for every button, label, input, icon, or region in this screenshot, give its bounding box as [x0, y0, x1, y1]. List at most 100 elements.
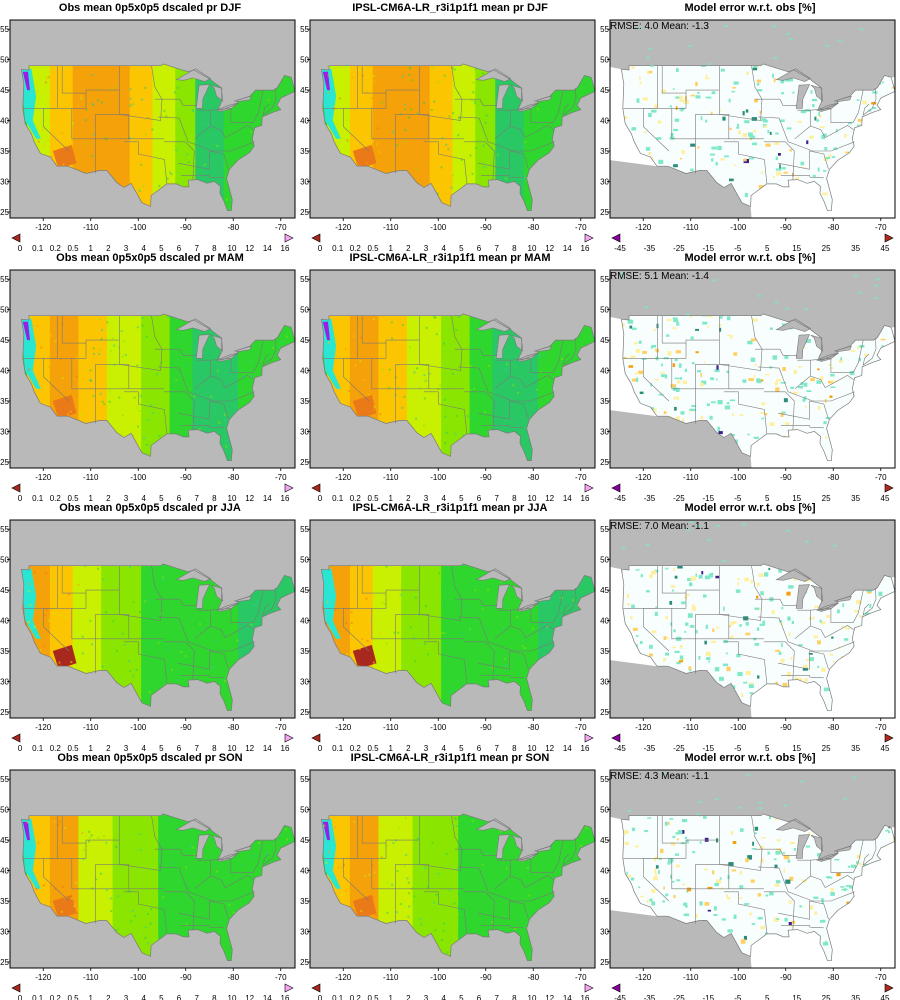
precip-cell — [565, 91, 568, 94]
precip-cell — [285, 335, 288, 338]
colorbar-label: 8 — [512, 744, 517, 753]
error-cell — [781, 167, 786, 170]
precip-cell — [363, 379, 366, 382]
error-cell — [769, 891, 774, 896]
error-cell — [679, 655, 684, 660]
precip-cell — [424, 379, 427, 382]
lat-tick-label: 50 — [0, 306, 9, 315]
error-cell — [657, 120, 662, 124]
colorbar-label: 0.1 — [32, 744, 44, 753]
colorbar-label: 0 — [18, 494, 23, 503]
error-cell — [763, 125, 768, 128]
precip-cell — [415, 417, 418, 420]
error-cell — [673, 629, 676, 633]
precip-cell — [80, 97, 83, 100]
colorbar-under-arrow — [311, 483, 321, 493]
state-border — [510, 625, 554, 639]
lon-tick-label: -70 — [275, 473, 287, 482]
error-cell — [805, 338, 811, 343]
error-cell — [684, 596, 687, 600]
lat-tick-label: 30 — [0, 177, 9, 186]
error-cell — [852, 776, 857, 779]
error-cell — [624, 841, 629, 846]
error-cell — [779, 164, 781, 169]
error-cell — [639, 391, 644, 394]
precip-cell — [175, 149, 178, 152]
obs-map: 0 0.1 0.2 0.5 1 2 3 4 5 6 7 8 10 12 14 16-120 -110 -100 -9… — [0, 769, 296, 1000]
state-border — [719, 65, 763, 121]
error-cell — [670, 874, 672, 879]
error-cell — [648, 152, 651, 155]
precip-cell — [521, 860, 524, 863]
precip-cell — [67, 593, 70, 596]
error-cell — [825, 44, 830, 47]
lat-tick-label: 30 — [300, 177, 309, 186]
precip-cell — [178, 900, 181, 903]
error-cell — [773, 917, 779, 922]
error-cell — [772, 175, 775, 178]
error-cell — [752, 142, 758, 146]
error-cell — [788, 900, 792, 904]
precip-cell — [144, 936, 147, 939]
map-frame — [309, 269, 596, 469]
colorbar-label: 0 — [318, 244, 323, 253]
error-cell — [671, 646, 677, 649]
colorbar-label: 1 — [388, 244, 393, 253]
error-cell — [789, 38, 794, 41]
error-cell — [785, 78, 790, 82]
error-cell — [655, 865, 659, 869]
precip-cell — [414, 660, 417, 663]
great-lake — [495, 334, 510, 359]
precip-cell — [419, 918, 422, 921]
error-cell — [647, 817, 652, 820]
lat-tick-label: 30 — [0, 927, 9, 936]
error-cell — [652, 408, 657, 413]
error-cell — [751, 923, 756, 925]
lat-tick-label: 40 — [0, 367, 9, 376]
colorbar-label: 10 — [228, 994, 237, 1000]
error-cell — [701, 380, 707, 385]
colorbar-label: 16 — [281, 994, 290, 1000]
state-border — [210, 625, 254, 639]
great-lake — [175, 318, 212, 332]
model-panel-mam: 0 0.1 0.2 0.5 1 2 3 4 5 6 7 8 10 12 14 16 -120 -110 -100 -9… — [300, 250, 600, 503]
precip-cell — [236, 639, 239, 642]
colorbar-label: -5 — [734, 744, 742, 753]
error-cell — [874, 297, 879, 299]
precip-cell — [257, 841, 260, 844]
error-cell — [785, 422, 790, 426]
precip-cell — [162, 896, 165, 899]
error-cell — [742, 523, 747, 526]
precip-cell — [139, 848, 142, 851]
error-cell — [788, 585, 794, 589]
lon-tick-label: -120 — [35, 473, 52, 482]
lat-tick-label: 45 — [300, 336, 309, 345]
error-cell — [753, 374, 756, 378]
precip-cell — [433, 901, 435, 904]
lon-tick-label: -90 — [180, 223, 192, 232]
error-cell — [826, 687, 831, 691]
precip-cell — [379, 631, 382, 634]
state-border — [158, 366, 255, 402]
precip-cell — [425, 326, 428, 329]
lon-tick-label: -110 — [383, 473, 399, 482]
error-cell — [862, 100, 867, 105]
error-map: -45 -35 -25 -15 -5 5 15 25 35 45-120 -110 -100 -90 -8… — [600, 19, 896, 253]
lat-tick-label: 30 — [600, 927, 609, 936]
error-cell — [715, 162, 718, 166]
colorbar-over-arrow — [284, 233, 294, 243]
precip-cell — [36, 325, 39, 328]
error-cell — [750, 879, 755, 883]
precip-cell — [537, 892, 540, 894]
lon-tick-label: -100 — [430, 973, 447, 982]
colorbar-label: 10 — [228, 744, 237, 753]
error-cell — [781, 606, 784, 610]
precip-cell — [344, 376, 346, 379]
lat-tick-label: 45 — [0, 336, 9, 345]
obs-map: 0 0.1 0.2 0.5 1 2 3 4 5 6 7 8 10 12 14 16-120 -110 -100 -9… — [0, 269, 296, 503]
lat-tick-label: 45 — [300, 586, 309, 595]
error-cell — [830, 386, 836, 388]
error-cell — [772, 73, 774, 78]
state-border — [119, 815, 163, 871]
error-cell — [826, 876, 831, 878]
